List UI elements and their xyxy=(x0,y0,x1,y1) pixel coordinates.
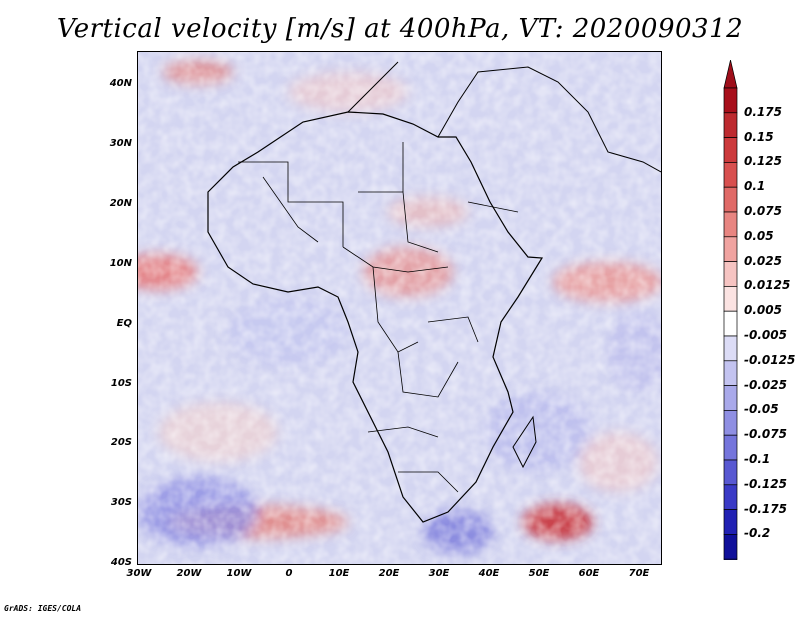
colorbar-level-label: 0.1 xyxy=(744,179,766,194)
lon-label: 10W xyxy=(226,568,252,579)
lat-label: 20S xyxy=(110,437,132,448)
madagascar-outline xyxy=(512,415,537,469)
colorbar-level-label: -0.005 xyxy=(744,328,787,342)
colorbar-swatch xyxy=(723,286,738,312)
africa-coastline xyxy=(207,111,544,523)
colorbar-swatch xyxy=(723,484,738,510)
lon-label: 60E xyxy=(578,568,600,579)
colorbar-level-label: 0.075 xyxy=(744,204,782,218)
colorbar-level-label: -0.2 xyxy=(744,526,771,541)
colorbar-swatch xyxy=(723,211,738,238)
lon-label: 0 xyxy=(285,568,293,579)
colorbar-top-arrow xyxy=(723,60,738,89)
grads-credit: GrADS: IGES/COLA xyxy=(4,604,82,613)
colorbar-swatch xyxy=(723,360,738,386)
colorbar-swatch xyxy=(723,310,738,337)
colorbar-level-label: 0.05 xyxy=(744,228,774,243)
vertical-velocity-field xyxy=(138,52,661,564)
colorbar-level-label: -0.175 xyxy=(744,501,787,516)
lon-label: 30W xyxy=(126,568,152,579)
lon-label: 10E xyxy=(328,568,350,579)
colorbar-level-label: -0.025 xyxy=(744,377,787,392)
lat-label: 30S xyxy=(110,497,132,508)
colorbar-bottom-arrow xyxy=(723,558,738,560)
lat-label: 10S xyxy=(110,378,132,389)
lon-label: 20W xyxy=(176,568,202,579)
lat-label: 10N xyxy=(109,258,132,269)
colorbar-swatch xyxy=(723,186,738,213)
colorbar-swatch xyxy=(723,261,738,287)
colorbar-level-label: -0.0125 xyxy=(744,352,796,367)
colorbar-swatch xyxy=(723,410,738,436)
lat-label: EQ xyxy=(116,318,132,329)
colorbar-level-label: 0.025 xyxy=(744,253,782,268)
map-title: Vertical velocity [m/s] at 400hPa, VT: 2… xyxy=(56,14,744,44)
colorbar-swatch xyxy=(723,87,738,114)
lon-label: 30E xyxy=(428,568,450,579)
country-borders xyxy=(238,142,519,493)
colorbar xyxy=(723,60,738,560)
colorbar-swatch xyxy=(723,112,738,138)
colorbar-swatch xyxy=(723,534,738,560)
colorbar-swatch xyxy=(723,385,738,411)
colorbar-level-label: -0.075 xyxy=(744,427,787,442)
colorbar-level-label: 0.15 xyxy=(744,129,774,144)
colorbar-swatch xyxy=(723,459,738,486)
colorbar-level-label: -0.125 xyxy=(744,476,787,491)
colorbar-swatch xyxy=(723,236,738,262)
lat-label: 40N xyxy=(109,78,132,89)
colorbar-level-label: 0.175 xyxy=(744,104,782,119)
colorbar-level-label: -0.1 xyxy=(744,452,771,466)
lon-label: 70E xyxy=(628,568,650,579)
colorbar-level-label: 0.125 xyxy=(744,154,782,169)
colorbar-swatch xyxy=(723,137,738,163)
colorbar-swatch xyxy=(723,162,738,188)
colorbar-level-label: 0.005 xyxy=(744,303,782,318)
lat-label: 30N xyxy=(109,138,132,149)
colorbar-swatch xyxy=(723,434,738,461)
lat-label: 40S xyxy=(110,557,132,568)
lon-label: 20E xyxy=(378,568,400,579)
colorbar-level-label: -0.05 xyxy=(744,402,779,417)
lat-label: 20N xyxy=(109,198,132,209)
colorbar-swatch xyxy=(723,509,738,535)
lon-label: 40E xyxy=(478,568,500,579)
colorbar-swatch xyxy=(723,335,738,362)
colorbar-level-label: 0.0125 xyxy=(744,278,791,293)
map-plot-area xyxy=(137,51,662,565)
lon-label: 50E xyxy=(528,568,550,579)
mideast-coastline xyxy=(347,61,661,173)
